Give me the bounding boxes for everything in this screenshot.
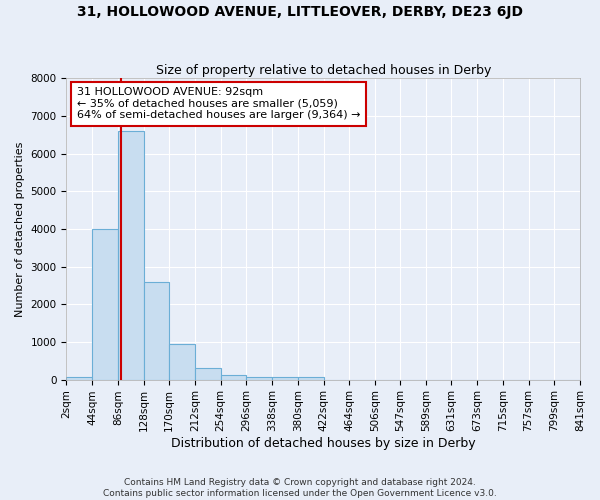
Text: 31, HOLLOWOOD AVENUE, LITTLEOVER, DERBY, DE23 6JD: 31, HOLLOWOOD AVENUE, LITTLEOVER, DERBY,…: [77, 5, 523, 19]
Bar: [67, 376, 92, 380]
Bar: [298, 376, 323, 380]
Bar: [195, 368, 221, 380]
Bar: [221, 376, 247, 380]
Bar: [118, 131, 143, 380]
X-axis label: Distribution of detached houses by size in Derby: Distribution of detached houses by size …: [171, 437, 476, 450]
Bar: [92, 229, 118, 380]
Text: Contains HM Land Registry data © Crown copyright and database right 2024.
Contai: Contains HM Land Registry data © Crown c…: [103, 478, 497, 498]
Bar: [169, 344, 195, 380]
Y-axis label: Number of detached properties: Number of detached properties: [15, 141, 25, 316]
Bar: [247, 376, 272, 380]
Title: Size of property relative to detached houses in Derby: Size of property relative to detached ho…: [155, 64, 491, 77]
Text: 31 HOLLOWOOD AVENUE: 92sqm
← 35% of detached houses are smaller (5,059)
64% of s: 31 HOLLOWOOD AVENUE: 92sqm ← 35% of deta…: [77, 87, 360, 120]
Bar: [143, 282, 169, 380]
Bar: [272, 376, 298, 380]
